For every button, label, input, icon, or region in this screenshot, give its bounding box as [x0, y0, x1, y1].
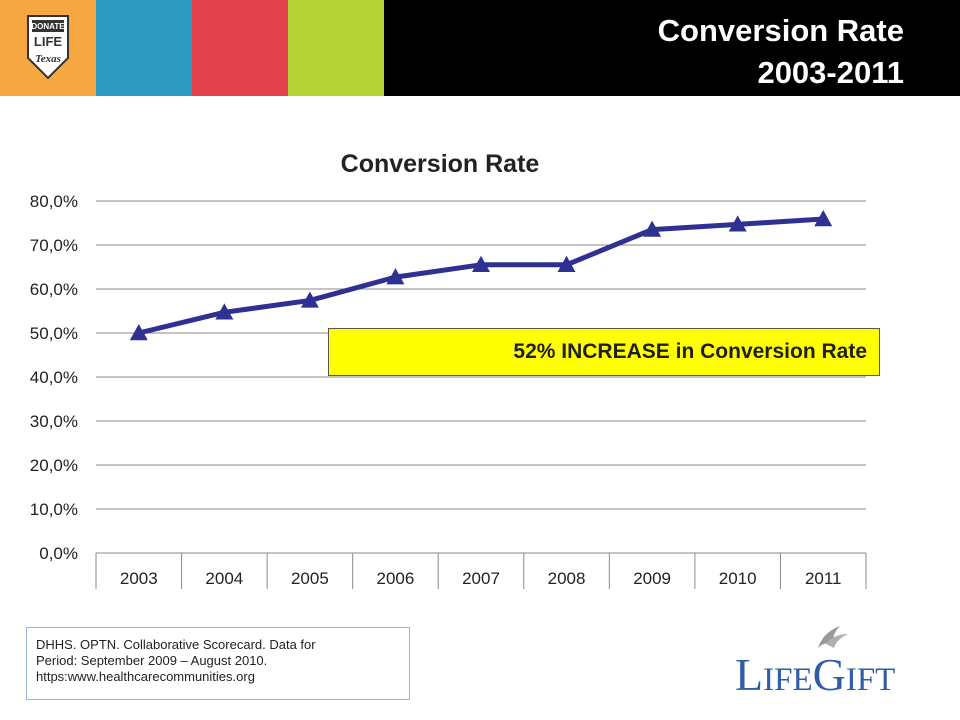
x-tick-label: 2007: [462, 569, 500, 588]
data-point-marker: [814, 210, 833, 227]
x-tick-label: 2004: [205, 569, 243, 588]
header-color-block-blue: [96, 0, 192, 96]
data-point-marker: [472, 255, 490, 272]
lifegift-logo: [818, 626, 848, 648]
logo-line1: DONATE: [31, 22, 65, 31]
y-tick-label: 80,0%: [30, 192, 78, 211]
y-tick-label: 10,0%: [30, 500, 78, 519]
conversion-rate-series: [129, 210, 833, 341]
increase-callout: 52% INCREASE in Conversion Rate: [328, 328, 880, 376]
source-line-1: DHHS. OPTN. Collaborative Scorecard. Dat…: [36, 637, 316, 652]
data-point-marker: [728, 215, 747, 232]
series-line: [138, 216, 824, 336]
data-point-marker: [386, 268, 405, 285]
y-tick-label: 30,0%: [30, 412, 78, 431]
data-point-marker: [557, 255, 576, 272]
x-tick-label: 2011: [805, 569, 842, 588]
x-axis-tick-labels: 2003 2004 2005 2006 2007 2008 2009 2010 2011: [120, 569, 842, 588]
source-citation: DHHS. OPTN. Collaborative Scorecard. Dat…: [26, 627, 410, 700]
x-tick-label: 2006: [377, 569, 415, 588]
page-title: Conversion Rate 2003-2011: [658, 10, 904, 94]
dove-wing-icon: [826, 634, 848, 648]
logo-line2: LIFE: [34, 34, 62, 49]
y-tick-label: 50,0%: [30, 324, 78, 343]
source-line-2: Period: September 2009 – August 2010.: [36, 653, 268, 668]
dove-icon: [818, 626, 840, 648]
page-title-line2: 2003-2011: [757, 55, 904, 90]
x-tick-label: 2010: [719, 569, 757, 588]
y-axis-tick-labels: 0,0% 10,0% 20,0% 30,0% 40,0% 50,0% 60,0% 70,0% 8…: [30, 192, 78, 563]
chart-title: Conversion Rate: [341, 150, 540, 178]
y-tick-label: 40,0%: [30, 368, 78, 387]
header-color-block-red: [192, 0, 288, 96]
x-tick-label: 2005: [291, 569, 329, 588]
y-tick-label: 20,0%: [30, 456, 78, 475]
x-tick-label: 2003: [120, 569, 158, 588]
x-tick-label: 2009: [633, 569, 671, 588]
header-color-block-green: [288, 0, 384, 96]
y-tick-label: 60,0%: [30, 280, 78, 299]
data-point-marker: [300, 291, 319, 308]
donate-life-logo-block: DONATE LIFE Texas: [0, 0, 96, 96]
x-tick-label: 2008: [548, 569, 586, 588]
y-tick-label: 70,0%: [30, 236, 78, 255]
header-bar: DONATE LIFE Texas Conversion Rate 2003-2…: [0, 0, 960, 96]
data-point-marker: [215, 303, 234, 320]
data-point-marker: [129, 324, 148, 341]
donate-life-logo: DONATE LIFE Texas: [27, 15, 69, 80]
logo-line3: Texas: [35, 53, 61, 65]
conversion-rate-chart: Conversion Rate 0,0% 10,0% 20,0% 30,0% 40,0%…: [30, 150, 867, 589]
source-line-3: https:www.healthcarecommunities.org: [36, 669, 255, 684]
y-tick-label: 0,0%: [39, 544, 78, 563]
data-point-marker: [643, 220, 662, 237]
lifegift-wordmark: LIFEGIFT: [735, 649, 896, 700]
page-title-line1: Conversion Rate: [657, 13, 904, 48]
